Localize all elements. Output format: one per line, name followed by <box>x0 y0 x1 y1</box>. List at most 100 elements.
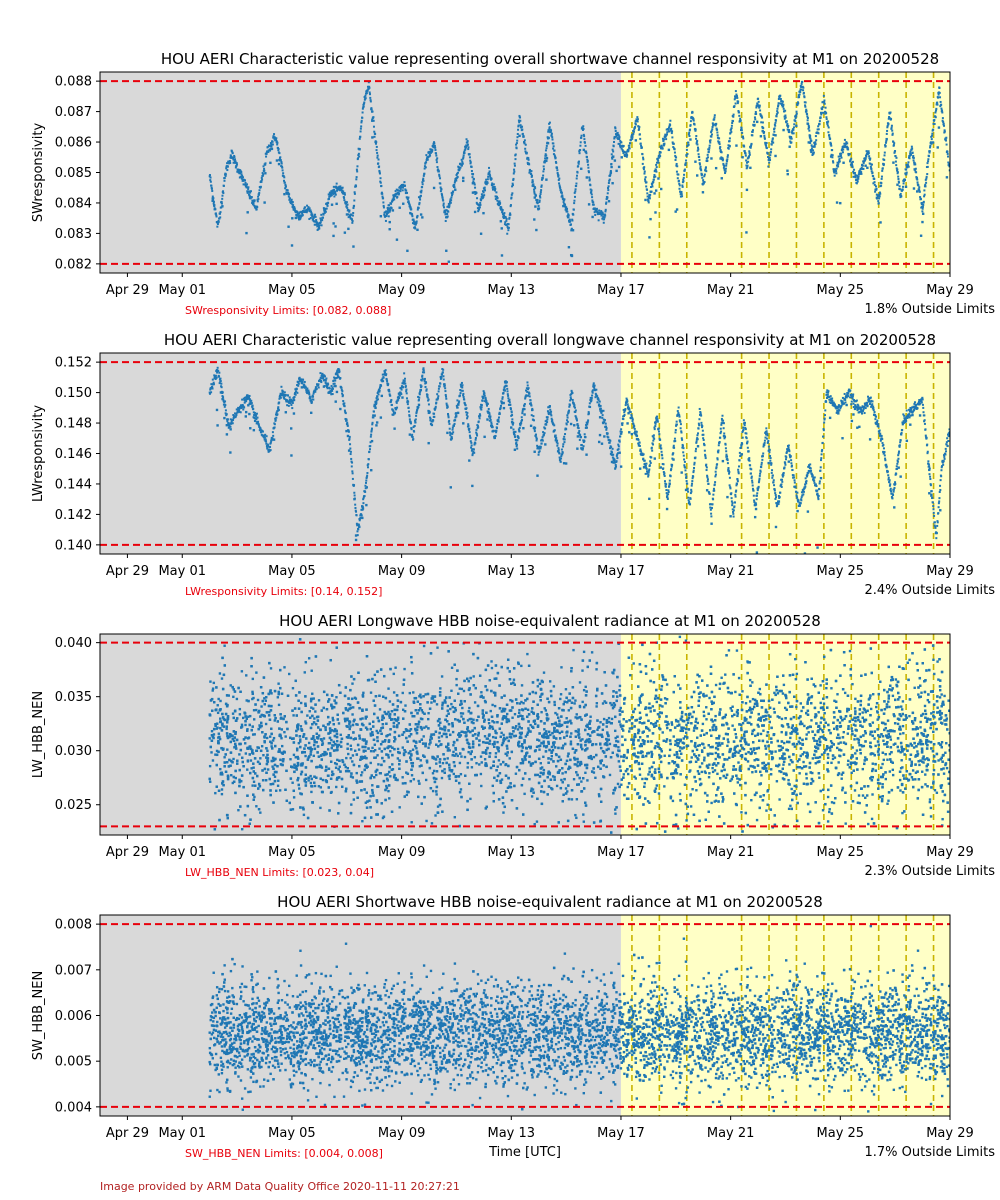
data-point <box>614 129 617 132</box>
data-point <box>476 202 479 205</box>
data-point <box>263 167 266 170</box>
data-point <box>244 183 247 186</box>
data-point <box>618 440 621 443</box>
data-point <box>455 404 458 407</box>
data-point <box>320 374 323 377</box>
data-point <box>566 416 569 419</box>
data-point <box>804 483 807 486</box>
data-point <box>702 442 705 445</box>
data-point <box>510 411 513 414</box>
data-point <box>608 441 611 444</box>
data-point <box>905 163 908 166</box>
data-point <box>813 476 816 479</box>
data-point <box>294 391 297 394</box>
data-point <box>329 193 332 196</box>
data-point <box>735 489 738 492</box>
data-point <box>853 171 856 174</box>
data-point <box>279 392 282 395</box>
data-point <box>433 412 436 415</box>
data-point <box>780 485 783 488</box>
data-point <box>813 144 816 147</box>
data-point <box>359 516 362 519</box>
data-point <box>402 386 405 389</box>
data-point <box>245 186 248 189</box>
data-point <box>611 182 614 185</box>
data-point <box>765 427 768 430</box>
data-point <box>423 165 426 168</box>
data-point <box>733 105 736 108</box>
data-point <box>282 175 285 178</box>
data-point <box>696 149 699 152</box>
data-point <box>791 132 794 135</box>
data-point <box>264 433 267 436</box>
data-point <box>440 192 443 195</box>
data-point <box>828 134 831 137</box>
data-point <box>784 114 787 117</box>
data-point <box>571 398 574 401</box>
data-point <box>720 423 723 426</box>
data-point <box>781 480 784 483</box>
data-point <box>365 476 368 479</box>
data-point <box>677 173 680 176</box>
data-point <box>927 160 930 163</box>
data-point <box>317 386 320 389</box>
data-point <box>654 169 657 172</box>
data-point <box>517 124 520 127</box>
data-point <box>774 124 777 127</box>
data-point <box>762 445 765 448</box>
data-point <box>416 408 419 411</box>
data-point <box>747 160 750 163</box>
data-point <box>243 406 246 409</box>
data-point <box>592 203 595 206</box>
data-point <box>652 434 655 437</box>
data-point <box>896 168 899 171</box>
data-point <box>346 423 349 426</box>
data-point <box>515 445 518 448</box>
data-point <box>755 498 758 501</box>
data-point <box>545 156 549 160</box>
data-point <box>696 174 699 177</box>
data-point <box>418 396 421 399</box>
data-point <box>442 378 445 381</box>
data-point <box>437 395 440 398</box>
data-point <box>312 216 315 219</box>
data-point <box>363 495 366 498</box>
data-point <box>502 391 505 394</box>
data-point <box>528 171 531 174</box>
data-point <box>330 190 333 193</box>
data-point <box>351 477 354 480</box>
data-point <box>447 416 450 419</box>
data-point <box>763 441 766 444</box>
data-point <box>931 132 934 135</box>
data-point <box>733 505 736 508</box>
data-point <box>732 509 735 512</box>
data-point <box>591 390 594 393</box>
data-point <box>445 216 449 219</box>
data-point <box>804 485 807 488</box>
data-point <box>579 141 582 144</box>
data-point <box>657 427 660 430</box>
data-point <box>208 175 211 178</box>
data-point <box>221 197 224 200</box>
data-point <box>670 465 673 468</box>
data-point <box>556 169 559 172</box>
data-point <box>216 222 219 225</box>
data-point <box>534 433 537 436</box>
data-point <box>930 142 933 145</box>
data-point <box>921 220 924 224</box>
data-point <box>644 180 647 183</box>
data-point <box>711 128 714 131</box>
data-point <box>851 160 854 163</box>
data-point <box>364 97 367 100</box>
data-point <box>322 375 325 378</box>
data-point <box>665 489 668 492</box>
data-point <box>263 169 266 172</box>
data-point <box>380 384 383 387</box>
data-point <box>683 169 686 172</box>
data-point <box>701 176 704 179</box>
data-point <box>563 435 566 438</box>
data-point <box>713 114 716 117</box>
data-point <box>495 427 498 430</box>
data-point <box>420 379 423 382</box>
data-point <box>812 149 815 152</box>
